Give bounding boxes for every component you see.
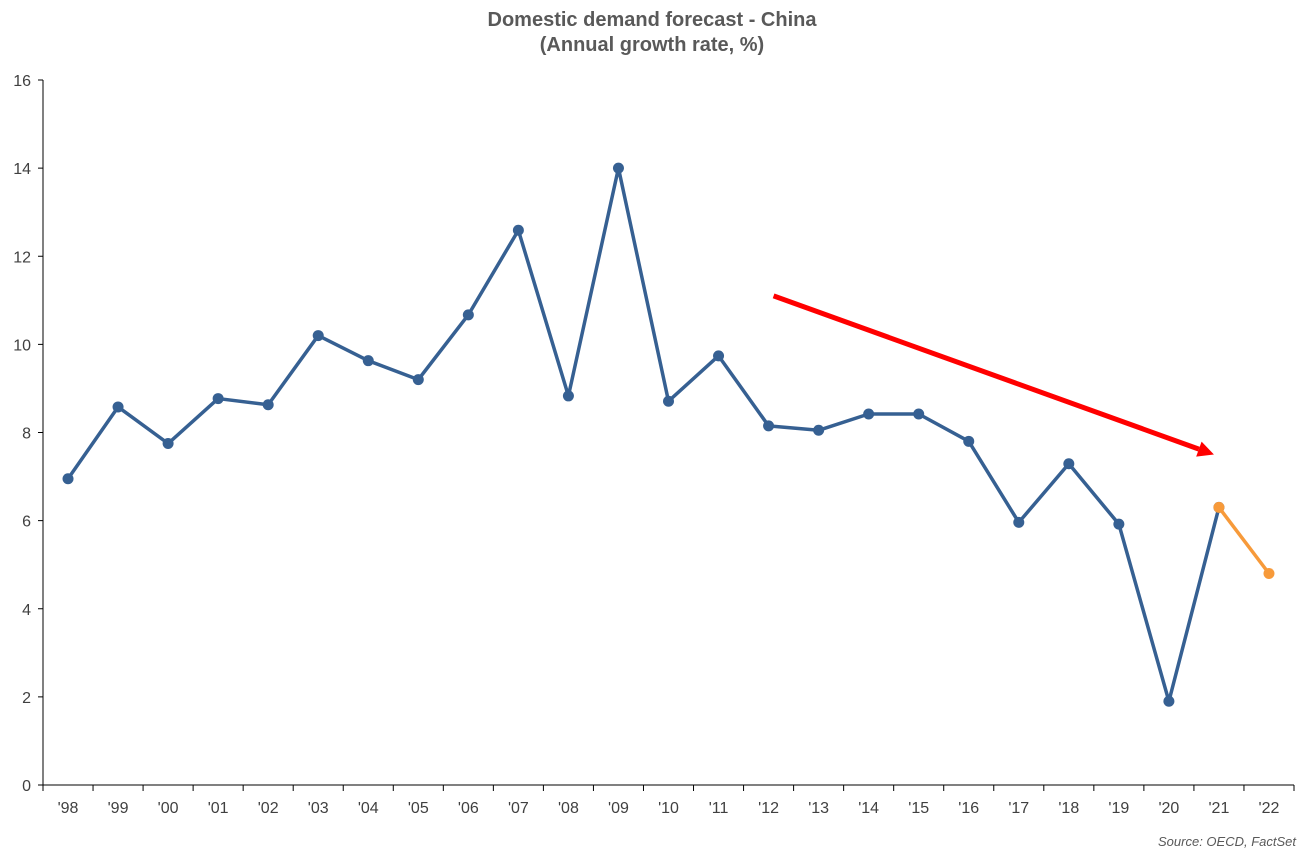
series-0-point — [562, 390, 574, 402]
series-0-point — [112, 401, 124, 413]
x-tick-label: '08 — [558, 800, 579, 817]
x-tick-label: '98 — [58, 800, 79, 817]
x-tick-label: '05 — [408, 800, 429, 817]
series-0-point — [312, 330, 324, 342]
series-1-point — [1213, 501, 1225, 513]
x-tick-label: '21 — [1209, 800, 1230, 817]
series-1-point — [1263, 568, 1275, 579]
chart-title-block: Domestic demand forecast - China (Annual… — [0, 8, 1304, 58]
x-tick-label: '07 — [508, 800, 529, 817]
chart-title: Domestic demand forecast - China — [487, 9, 817, 31]
x-tick-label: '99 — [108, 800, 129, 817]
x-tick-label: '17 — [1008, 800, 1029, 817]
series-1-line — [1217, 506, 1271, 575]
trend-arrow-head — [1196, 441, 1214, 457]
source-note: Source: OECD, FactSet — [1158, 834, 1296, 849]
series-0-point — [1113, 518, 1125, 530]
y-tick-label: 2 — [22, 690, 31, 707]
series-0-point — [512, 224, 524, 236]
series-0-point — [913, 408, 925, 420]
series-0-point — [863, 408, 875, 420]
series-0-point — [262, 399, 274, 411]
chart-subtitle: (Annual growth rate, %) — [539, 34, 765, 56]
x-tick-label: '14 — [858, 800, 879, 817]
x-tick-label: '12 — [758, 800, 779, 817]
series-0-point — [1063, 458, 1075, 470]
y-tick-label: 4 — [22, 602, 31, 619]
x-tick-label: '20 — [1158, 800, 1179, 817]
x-tick-label: '10 — [658, 800, 679, 817]
x-tick-label: '11 — [709, 800, 729, 817]
series-0-point — [62, 473, 74, 485]
x-tick-label: '00 — [158, 800, 179, 817]
x-tick-label: '18 — [1058, 800, 1079, 817]
series-0-point — [963, 435, 975, 447]
x-tick-label: '02 — [258, 800, 279, 817]
x-tick-label: '15 — [908, 800, 929, 817]
series-0-point — [763, 420, 775, 432]
series-0-line — [66, 166, 1221, 704]
x-tick-label: '06 — [458, 800, 479, 817]
y-tick-label: 14 — [13, 161, 31, 178]
x-tick-label: '13 — [808, 800, 829, 817]
trend-arrow-shaft — [772, 293, 1200, 452]
series-0-point — [462, 309, 474, 321]
series-0-point — [713, 350, 725, 362]
x-tick-label: '01 — [208, 800, 229, 817]
x-tick-label: '16 — [958, 800, 979, 817]
series-0-point — [162, 438, 174, 450]
series-0-point — [212, 393, 224, 405]
series-0-point — [663, 395, 674, 407]
y-tick-label: 10 — [13, 337, 31, 354]
y-tick-label: 6 — [22, 514, 31, 531]
series-0-point — [813, 424, 825, 436]
x-tick-label: '04 — [358, 800, 379, 817]
y-tick-label: 12 — [13, 249, 31, 266]
series-0-point — [1013, 516, 1025, 528]
series-0-point — [412, 374, 424, 386]
series-0-point — [612, 162, 624, 174]
x-tick-label: '22 — [1259, 800, 1280, 817]
x-tick-label: '19 — [1108, 800, 1129, 817]
x-tick-label: '09 — [608, 800, 629, 817]
y-tick-label: 16 — [13, 73, 31, 90]
series-0-point — [362, 355, 374, 367]
x-tick-label: '03 — [308, 800, 329, 817]
y-tick-label: 8 — [22, 426, 31, 443]
y-tick-label: 0 — [22, 778, 31, 795]
series-0-point — [1163, 695, 1175, 707]
